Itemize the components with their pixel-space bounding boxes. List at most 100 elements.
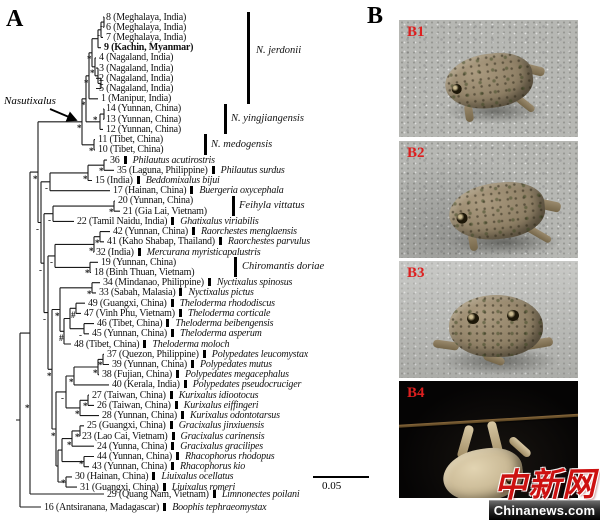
node-support-symbol: - [79,330,82,340]
tip-locality-label: 24 (Yunna, China) [97,440,168,452]
node-support-symbol: * [90,68,95,78]
clade-bracket [247,12,250,104]
tree-tip-row: 9 (Kachin, Myanmar) [104,42,193,53]
tip-locality-label: 12 (Yunnan, China) [106,123,181,135]
clade-label: N. medogensis [211,139,273,150]
species-bar-marker [218,237,222,246]
tip-locality-label: 44 (Yunnan, China) [97,450,172,462]
node-support-symbol: * [75,409,80,419]
tree-tip-row: 33 (Sabah, Malasia) Nyctixalus pictus [99,287,254,298]
clade-label: N. yingjiangensis [231,113,304,124]
species-bar-marker [171,431,175,440]
node-support-symbol: * [93,115,98,125]
frog-illustration [449,295,543,357]
species-name: Kurixalus idiootocus [178,389,259,401]
scale-bar [313,476,369,478]
scale-bar-label: 0.05 [322,480,342,492]
node-support-symbol: * [77,123,82,133]
tip-locality-label: 10 (Tibet, China) [98,144,164,156]
photo-b3-label: B3 [407,265,425,281]
frog-eye [507,310,519,321]
node-support-symbol: - [48,215,51,225]
tree-tip-row: 42 (Yunnan, China) Raorchestes menglaensi… [113,226,297,237]
species-bar-marker [202,349,206,358]
tree-tip-row: 18 (Binh Thuan, Vietnam) [94,267,195,278]
species-name: Ghatixalus viriabilis [180,215,259,227]
tree-tip-row: 37 (Quezon, Philippine) Polypedates leuco… [107,349,308,360]
clade-label: N. jerdonii [256,45,302,56]
node-support-symbol: * [99,166,104,176]
tip-locality-label: 43 (Yunnan, China) [92,461,167,473]
tip-locality-label: 41 (Kaho Shabap, Thailand) [107,236,215,248]
tree-tip-row: 2 (Nagaland, India) [99,73,173,84]
node-support-symbol: * [83,401,88,411]
tree-tip-row: 17 (Hainan, China) Buergeria oxycephala [113,185,284,196]
node-support-symbol: - [45,183,48,193]
species-name: Polypedates pseudocruciger [192,379,302,391]
species-bar-marker [143,339,147,348]
node-support-symbol: - [97,30,100,40]
node-support-symbol: * [33,174,38,184]
tree-tip-row: 44 (Yunnan, China) Rhacophorus rhodopus [97,450,275,462]
species-bar-marker [174,400,178,409]
node-support-symbol: - [61,393,64,403]
species-name: Nyctixalus spinosus [216,277,293,289]
species-name: Raorchestes parvulus [227,236,310,248]
node-support-symbol: * [93,368,98,378]
node-support-symbol: - [36,224,39,234]
phylogenetic-tree [16,16,120,508]
photo-b4-label: B4 [407,385,425,401]
tip-locality-label: 27 (Taiwan, China) [92,389,166,401]
node-support-symbol: * [55,311,60,321]
frog-eye [467,313,479,324]
species-bar-marker [181,411,184,420]
tip-locality-label: 23 (Lao Cai, Vietnam) [82,430,168,442]
node-support-symbol: * [79,459,84,469]
tree-branches [16,16,120,508]
tree-tip-row: 11 (Tibet, China) [98,134,163,145]
species-name: Theloderma corticale [187,307,271,319]
species-bar-marker [178,308,182,317]
tree-tip-row: 26 (Taiwan, China) Kurixalus eiffingeri [97,400,259,411]
node-support-symbol: * [25,403,30,413]
tree-tip-row: 31 (Guangxi, China) Liuixalus romeri [80,482,235,493]
photo-b2: B2 [399,141,578,258]
tip-locality-label: 36 [110,154,120,166]
chinanews-site-banner: Chinanews.com [489,500,600,520]
species-name: Polypedates leucomystax [211,348,308,360]
tip-locality-label: 7 (Meghalaya, India) [106,31,187,43]
tree-tip-row: 28 (Yunnan, China) Kurixalus odontotarsus [102,410,280,421]
node-support-symbol: * [47,371,52,381]
clade-bracket [232,196,235,216]
species-bar-marker [192,227,195,236]
tree-tip-row: 29 (Quang Nam, Vietnam) Limnonectes poila… [107,488,300,500]
node-support-symbol: * [87,289,92,299]
node-support-symbol: * [89,246,94,256]
species-bar-marker [152,472,156,481]
tip-locality-label: 13 (Yunnan, China) [106,113,181,125]
tree-tip-row: 21 (Gia Lai, Vietnam) [123,206,207,217]
tip-locality-label: 22 (Tamil Naidu, India) [77,215,168,227]
node-support-symbol: - [43,314,46,324]
tip-locality-label: 29 (Quang Nam, Vietnam) [107,488,209,500]
nasutixalus-arrow [49,108,78,122]
tip-locality-label: 28 (Yunnan, China) [102,410,177,422]
tip-locality-label: 3 (Nagaland, India) [99,62,174,74]
node-support-symbol: * [51,431,56,441]
tree-tip-row: 43 (Yunnan, China) Rhacophorus kio [92,461,245,472]
tip-locality-label: 14 (Yunnan, China) [106,103,181,115]
species-bar-marker [171,329,174,338]
tip-locality-label: 49 (Guangxi, China) [88,297,167,309]
tree-tip-row: 24 (Yunna, China) Gracixalus gracilipes [97,441,263,452]
tip-locality-label: 9 (Kachin, Myanmar) [104,42,194,54]
clade-bracket [204,134,207,155]
tip-locality-label: 20 (Yunnan, China) [118,195,193,207]
node-support-symbol: - [100,21,103,31]
node-support-symbol: * [98,360,103,370]
species-bar-marker [166,319,170,328]
species-name: Gracixalus jinxiuensis [178,420,265,432]
tree-tip-row: 7 (Meghalaya, India) [106,32,186,43]
species-bar-marker [190,186,194,195]
tip-locality-label: 31 (Guangxi, China) [80,481,159,493]
panel-b-label: B [367,3,384,29]
